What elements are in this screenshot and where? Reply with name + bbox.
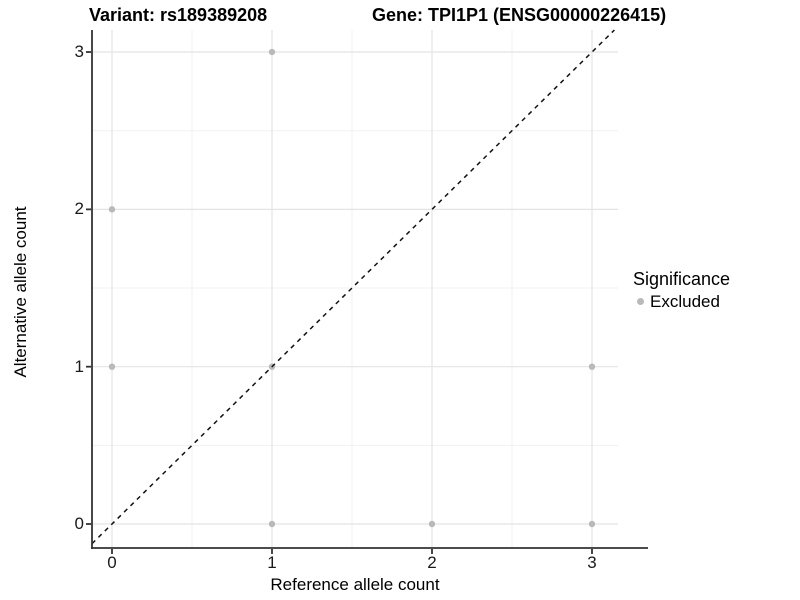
- plot-title-gene: Gene: TPI1P1 (ENSG00000226415): [372, 5, 667, 25]
- legend-title: Significance: [633, 269, 731, 289]
- data-point: [428, 520, 436, 528]
- y-tick-label: 3: [74, 42, 84, 62]
- plot-title-variant: Variant: rs189389208: [89, 5, 268, 25]
- x-tick-label: 3: [587, 553, 597, 572]
- data-point: [108, 206, 116, 213]
- legend-point-icon: [637, 298, 644, 305]
- y-tick-label: 2: [74, 199, 84, 219]
- data-point: [588, 363, 596, 370]
- y-axis-label: Alternative allele count: [11, 206, 30, 378]
- y-tick-label: 0: [74, 514, 84, 533]
- legend: Significance Excluded: [633, 268, 730, 312]
- data-point: [268, 48, 276, 56]
- data-point: [268, 520, 276, 528]
- identity-line: [92, 29, 615, 545]
- legend-item: Excluded: [633, 291, 730, 312]
- data-point: [588, 520, 596, 528]
- x-tick-label: 2: [427, 553, 437, 572]
- y-tick-label: 1: [74, 356, 84, 376]
- x-axis-label: Reference allele count: [270, 575, 440, 594]
- x-tick-label: 1: [267, 553, 277, 572]
- legend-item-label: Excluded: [650, 292, 720, 311]
- data-point: [108, 363, 116, 370]
- x-tick-label: 0: [107, 553, 117, 572]
